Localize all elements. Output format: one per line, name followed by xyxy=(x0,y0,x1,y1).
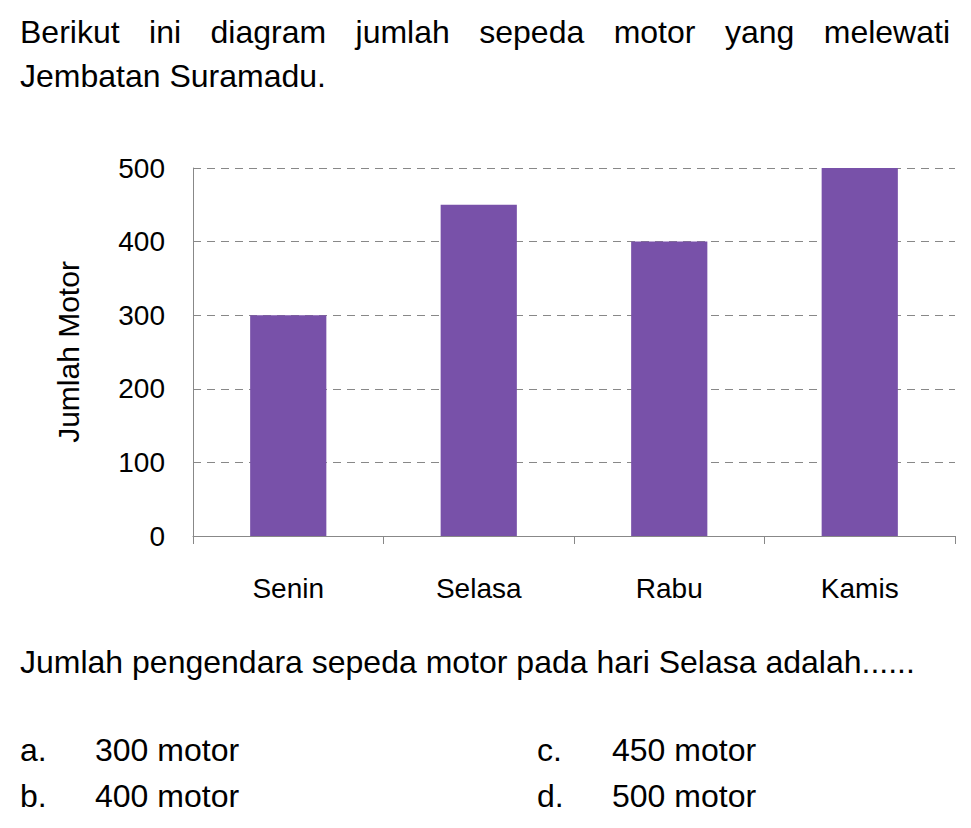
html-text:d.: d. xyxy=(537,778,564,814)
html-text:Jumlah pengendara sepeda motor: Jumlah pengendara sepeda motor pada hari… xyxy=(20,644,915,680)
svg-text:Senin: Senin xyxy=(252,573,324,604)
svg-text:Selasa: Selasa xyxy=(436,573,522,604)
svg-text:Kamis: Kamis xyxy=(821,573,899,604)
svg-text:300: 300 xyxy=(118,300,165,331)
svg-text:500: 500 xyxy=(118,153,165,184)
html-text:300 motor: 300 motor xyxy=(95,732,240,768)
html-text:b.: b. xyxy=(20,778,47,814)
svg-text:Jumlah Motor: Jumlah Motor xyxy=(52,261,85,443)
svg-text:0: 0 xyxy=(149,521,165,552)
html-text:400 motor: 400 motor xyxy=(95,778,240,814)
html-text:450 motor: 450 motor xyxy=(612,732,757,768)
html-text:500 motor: 500 motor xyxy=(612,778,757,814)
svg-text:Rabu: Rabu xyxy=(636,573,703,604)
html-text:c.: c. xyxy=(537,732,562,768)
svg-text:200: 200 xyxy=(118,373,165,404)
svg-text:100: 100 xyxy=(118,447,165,478)
html-text:Berikut ini diagram jumlah sep: Berikut ini diagram jumlah sepeda motor … xyxy=(20,14,950,94)
svg-text:400: 400 xyxy=(118,226,165,257)
html-text:a.: a. xyxy=(20,732,47,768)
